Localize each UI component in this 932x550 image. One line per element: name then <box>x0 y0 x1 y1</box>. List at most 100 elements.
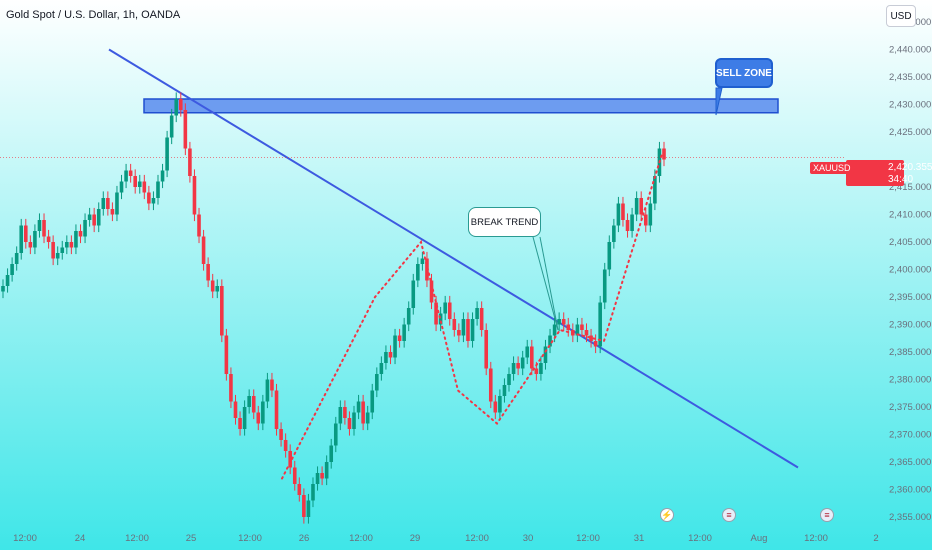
candle-body <box>402 324 406 341</box>
candle-body <box>83 220 87 237</box>
candle-body <box>292 467 297 484</box>
candle-body <box>96 209 101 226</box>
y-tick-label: 2,395.000 <box>889 292 931 303</box>
candle-body <box>147 192 151 204</box>
candle-body <box>201 236 206 264</box>
candle-body <box>539 363 543 374</box>
symbol-title: Gold Spot / U.S. Dollar, 1h, OANDA <box>6 9 181 21</box>
candle-body <box>434 302 438 325</box>
candle-body <box>333 423 338 446</box>
candle-body <box>270 379 274 391</box>
candle-body <box>612 225 616 242</box>
candle-body <box>215 286 220 292</box>
candle-body <box>543 346 548 363</box>
candle-body <box>621 203 625 220</box>
candle-body <box>466 319 470 341</box>
y-tick-label: 2,405.000 <box>889 237 931 248</box>
candle-body <box>247 396 251 407</box>
candle-body <box>115 192 119 215</box>
candle-body <box>160 170 165 182</box>
candle-body <box>406 308 411 325</box>
candle-body <box>133 176 137 187</box>
candle-body <box>598 302 602 347</box>
candle-body <box>297 484 302 495</box>
last-price-tag: XAUUSD 2,420.355 34:40 <box>810 160 932 186</box>
candle-body <box>110 209 115 215</box>
candle-body <box>55 253 60 259</box>
candle-body <box>306 500 311 517</box>
candle-body <box>511 363 516 374</box>
candle-body <box>384 352 388 363</box>
candle-body <box>580 324 584 330</box>
y-tick-label: 2,390.000 <box>889 320 931 331</box>
candle-body <box>178 99 183 110</box>
us-flag-event-icon[interactable]: ≡ <box>722 508 736 522</box>
candle-body <box>156 181 160 198</box>
candle-body <box>101 198 106 209</box>
lightning-event-icon[interactable]: ⚡ <box>660 508 674 522</box>
candle-body <box>174 99 179 116</box>
us-flag-event-icon[interactable]: ≡ <box>820 508 834 522</box>
candle-body <box>438 313 443 325</box>
candle-body <box>65 242 69 248</box>
candle-body <box>443 302 447 314</box>
candle-body <box>320 473 324 479</box>
candle-body <box>370 390 375 413</box>
x-tick-label: 26 <box>299 533 310 544</box>
candle-body <box>502 385 507 396</box>
break-trend-label[interactable]: BREAK TREND <box>468 207 541 237</box>
candle-body <box>142 181 147 193</box>
candle-body <box>251 396 256 413</box>
candle-body <box>329 445 334 462</box>
y-tick-label: 2,370.000 <box>889 430 931 441</box>
candle-body <box>429 280 434 303</box>
x-tick-label: 30 <box>523 533 534 544</box>
currency-button[interactable]: USD <box>886 5 916 27</box>
candle-body <box>78 231 83 237</box>
y-tick-label: 2,385.000 <box>889 347 931 358</box>
candle-body <box>607 242 612 270</box>
candle-body <box>584 330 589 336</box>
candle-body <box>630 214 634 231</box>
y-tick-label: 2,355.000 <box>889 512 931 523</box>
trendline[interactable] <box>108 48 799 469</box>
sell-zone-box[interactable] <box>143 98 779 114</box>
candle-body <box>648 203 653 226</box>
candle-body <box>23 225 28 242</box>
candle-body <box>379 363 384 374</box>
price-tag-countdown: 34:40 <box>888 174 914 185</box>
price-tag-value: 2,420.355 <box>888 162 932 173</box>
candle-body <box>530 346 534 369</box>
x-tick-label: 25 <box>186 533 197 544</box>
candle-body <box>69 242 74 248</box>
candle-body <box>151 198 156 204</box>
candle-body <box>37 220 42 231</box>
break-trend-pointer <box>532 236 559 331</box>
x-tick-label: 12:00 <box>125 533 149 544</box>
sell-zone-label[interactable]: SELL ZONE <box>715 58 773 88</box>
candle-body <box>169 115 174 138</box>
candle-body <box>1 286 5 292</box>
x-tick-label: 12:00 <box>576 533 600 544</box>
y-tick-label: 2,380.000 <box>889 375 931 386</box>
candle-body <box>662 148 666 160</box>
candle-body <box>220 286 224 336</box>
candle-body <box>548 335 552 347</box>
candle-body <box>566 324 571 330</box>
candle-body <box>92 214 96 226</box>
candle-body <box>14 253 19 264</box>
candle-body <box>279 429 283 440</box>
candle-body <box>288 451 292 468</box>
candle-body <box>256 412 261 424</box>
candle-body <box>593 341 598 347</box>
y-tick-label: 2,410.000 <box>889 210 931 221</box>
x-tick-label: 31 <box>634 533 645 544</box>
candle-body <box>634 198 639 215</box>
y-tick-label: 2,425.000 <box>889 127 931 138</box>
candle-body <box>602 269 607 303</box>
candle-body <box>420 258 425 264</box>
dotted-pattern-path <box>281 153 663 480</box>
candle-body <box>416 264 420 281</box>
